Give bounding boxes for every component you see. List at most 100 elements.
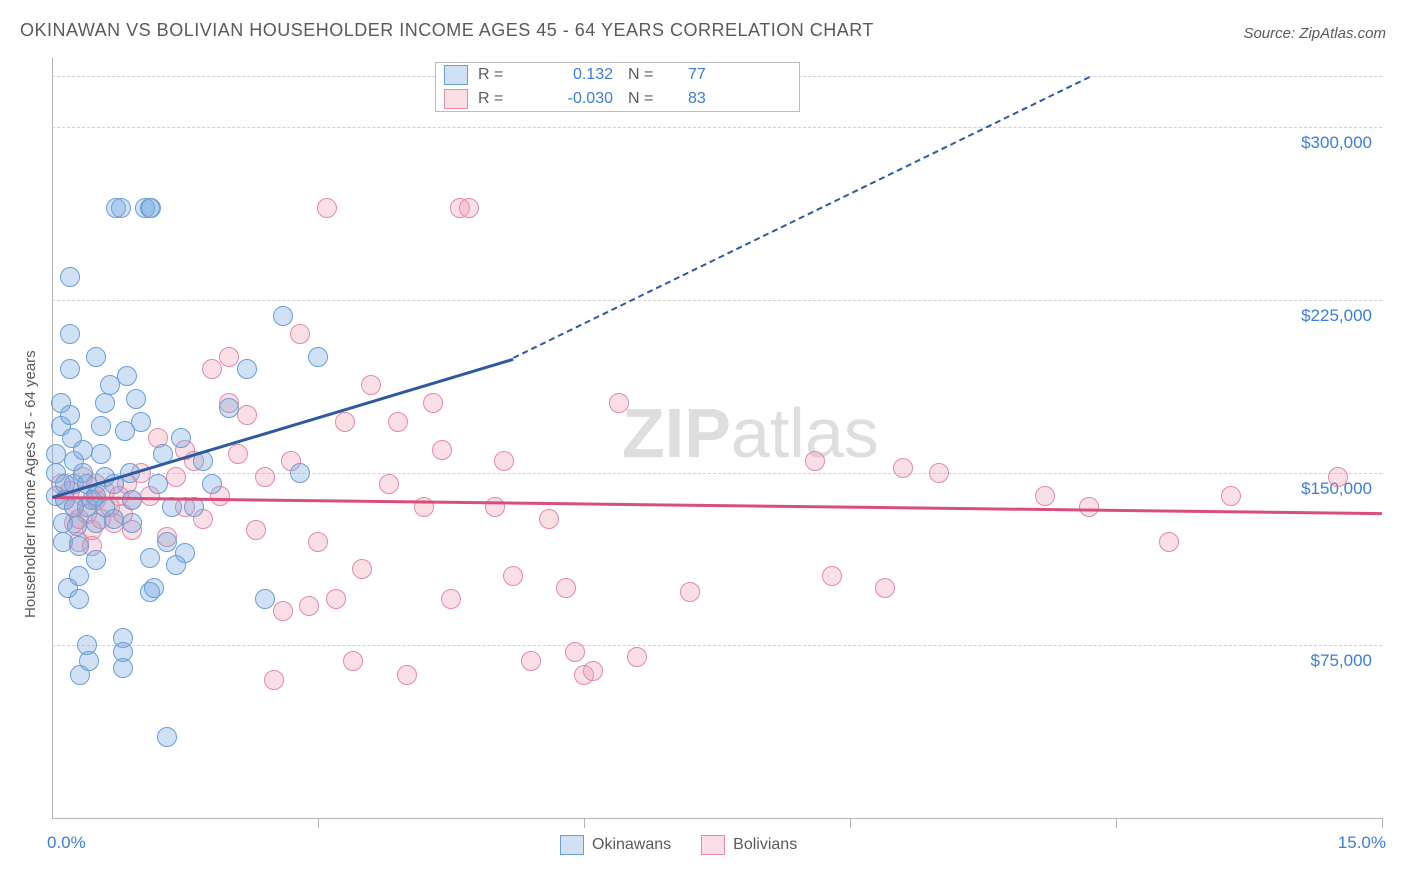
data-point xyxy=(122,490,142,510)
data-point xyxy=(171,428,191,448)
data-point xyxy=(246,520,266,540)
legend-item: Bolivians xyxy=(701,835,797,855)
data-point xyxy=(565,642,585,662)
watermark: ZIPatlas xyxy=(622,393,879,473)
stats-row: R = 0.132N = 77 xyxy=(436,63,799,87)
stat-n-label: N = xyxy=(613,90,688,108)
data-point xyxy=(317,198,337,218)
bottom-legend: Okinawans Bolivians xyxy=(560,835,797,855)
stat-r-value: 0.132 xyxy=(528,66,613,84)
data-point xyxy=(805,451,825,471)
data-point xyxy=(69,566,89,586)
data-point xyxy=(326,589,346,609)
data-point xyxy=(441,589,461,609)
data-point xyxy=(1221,486,1241,506)
data-point xyxy=(423,393,443,413)
data-point xyxy=(69,589,89,609)
data-point xyxy=(556,578,576,598)
stats-legend-box: R = 0.132N = 77R = -0.030N = 83 xyxy=(435,62,800,112)
data-point xyxy=(228,444,248,464)
watermark-bold: ZIP xyxy=(622,394,731,472)
legend-swatch xyxy=(701,835,725,855)
data-point xyxy=(79,651,99,671)
data-point xyxy=(166,467,186,487)
stat-n-label: N = xyxy=(613,66,688,84)
data-point xyxy=(273,306,293,326)
data-point xyxy=(140,548,160,568)
data-point xyxy=(299,596,319,616)
data-point xyxy=(1159,532,1179,552)
data-point xyxy=(388,412,408,432)
stat-r-label: R = xyxy=(478,90,528,108)
data-point xyxy=(539,509,559,529)
trend-line xyxy=(52,496,1382,515)
data-point xyxy=(822,566,842,586)
gridline xyxy=(52,473,1382,474)
x-axis xyxy=(52,818,1382,819)
x-tick xyxy=(1116,818,1117,828)
data-point xyxy=(219,347,239,367)
data-point xyxy=(875,578,895,598)
stat-n-value: 77 xyxy=(688,66,706,84)
data-point xyxy=(521,651,541,671)
data-point xyxy=(335,412,355,432)
data-point xyxy=(91,416,111,436)
x-tick xyxy=(318,818,319,828)
x-axis-min-label: 0.0% xyxy=(47,833,86,853)
legend-swatch xyxy=(560,835,584,855)
y-tick-label: $300,000 xyxy=(1301,133,1372,153)
data-point xyxy=(1328,467,1348,487)
data-point xyxy=(308,347,328,367)
data-point xyxy=(237,405,257,425)
y-axis-label: Householder Income Ages 45 - 64 years xyxy=(22,350,39,618)
trend-line xyxy=(513,76,1090,359)
data-point xyxy=(290,324,310,344)
data-point xyxy=(290,463,310,483)
x-tick xyxy=(584,818,585,828)
legend-item: Okinawans xyxy=(560,835,671,855)
data-point xyxy=(86,347,106,367)
data-point xyxy=(60,324,80,344)
data-point xyxy=(264,670,284,690)
data-point xyxy=(122,513,142,533)
data-point xyxy=(680,582,700,602)
source-attribution: Source: ZipAtlas.com xyxy=(1243,25,1386,42)
data-point xyxy=(95,393,115,413)
data-point xyxy=(111,198,131,218)
stats-row: R = -0.030N = 83 xyxy=(436,87,799,111)
data-point xyxy=(583,661,603,681)
data-point xyxy=(69,536,89,556)
data-point xyxy=(117,366,137,386)
data-point xyxy=(255,467,275,487)
data-point xyxy=(67,516,87,536)
y-axis xyxy=(52,58,53,818)
data-point xyxy=(308,532,328,552)
data-point xyxy=(361,375,381,395)
data-point xyxy=(157,532,177,552)
y-tick-label: $225,000 xyxy=(1301,306,1372,326)
data-point xyxy=(273,601,293,621)
gridline xyxy=(52,300,1382,301)
chart-plot-area: ZIPatlas $75,000$150,000$225,000$300,000 xyxy=(52,58,1382,818)
data-point xyxy=(432,440,452,460)
data-point xyxy=(148,474,168,494)
data-point xyxy=(929,463,949,483)
x-tick xyxy=(1382,818,1383,828)
data-point xyxy=(157,727,177,747)
chart-title: OKINAWAN VS BOLIVIAN HOUSEHOLDER INCOME … xyxy=(20,20,874,41)
x-tick xyxy=(850,818,851,828)
data-point xyxy=(104,509,124,529)
data-point xyxy=(126,389,146,409)
data-point xyxy=(503,566,523,586)
data-point xyxy=(91,444,111,464)
data-point xyxy=(459,198,479,218)
data-point xyxy=(627,647,647,667)
data-point xyxy=(131,412,151,432)
data-point xyxy=(202,359,222,379)
data-point xyxy=(144,578,164,598)
data-point xyxy=(60,405,80,425)
legend-swatch xyxy=(444,65,468,85)
stat-r-value: -0.030 xyxy=(528,90,613,108)
data-point xyxy=(609,393,629,413)
data-point xyxy=(352,559,372,579)
